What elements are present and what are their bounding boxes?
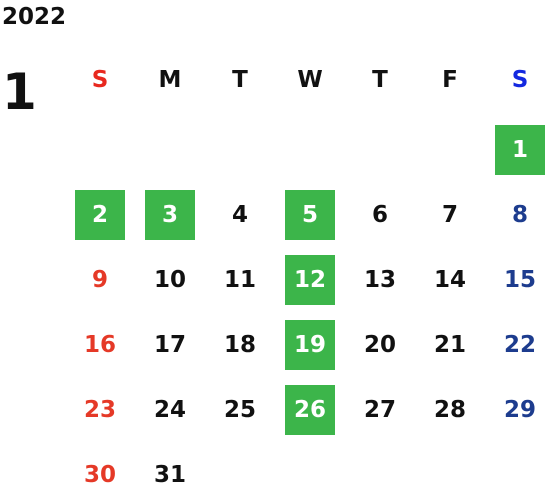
date-number: 6 bbox=[371, 202, 388, 228]
empty-cell bbox=[345, 450, 415, 500]
empty-cell bbox=[65, 125, 135, 175]
weekday-header-friday: F bbox=[442, 67, 458, 93]
date-cell: 22 bbox=[485, 320, 548, 370]
date-cell: 28 bbox=[415, 385, 485, 435]
week-row: 30 31 bbox=[65, 450, 548, 500]
date-cell: 6 bbox=[345, 190, 415, 240]
empty-cell bbox=[275, 125, 345, 175]
date-cell: 4 bbox=[205, 190, 275, 240]
date-number: 16 bbox=[83, 332, 116, 358]
weekday-header-sunday: S bbox=[91, 67, 109, 93]
date-number: 31 bbox=[153, 462, 186, 488]
date-cell: 25 bbox=[205, 385, 275, 435]
week-row: 1 bbox=[65, 125, 548, 175]
date-cell: 8 bbox=[485, 190, 548, 240]
week-row: 16 17 18 19 20 21 22 bbox=[65, 320, 548, 370]
week-row: 9 10 11 12 13 14 15 bbox=[65, 255, 548, 305]
highlighted-date: 3 bbox=[145, 190, 195, 240]
date-cell: 5 bbox=[275, 190, 345, 240]
empty-cell bbox=[415, 450, 485, 500]
date-number: 28 bbox=[433, 397, 466, 423]
year-label: 2022 bbox=[2, 4, 67, 30]
empty-cell bbox=[205, 125, 275, 175]
date-number: 17 bbox=[153, 332, 186, 358]
date-number: 18 bbox=[223, 332, 256, 358]
date-number: 11 bbox=[223, 267, 256, 293]
date-number: 10 bbox=[153, 267, 186, 293]
date-number: 14 bbox=[433, 267, 466, 293]
date-cell: 7 bbox=[415, 190, 485, 240]
date-cell: 19 bbox=[275, 320, 345, 370]
empty-cell bbox=[135, 125, 205, 175]
date-cell: 21 bbox=[415, 320, 485, 370]
date-cell: 24 bbox=[135, 385, 205, 435]
empty-cell bbox=[205, 450, 275, 500]
date-number: 15 bbox=[503, 267, 536, 293]
empty-cell bbox=[485, 450, 548, 500]
empty-cell bbox=[345, 125, 415, 175]
date-cell: 10 bbox=[135, 255, 205, 305]
date-cell: 13 bbox=[345, 255, 415, 305]
date-cell: 23 bbox=[65, 385, 135, 435]
date-number: 7 bbox=[441, 202, 458, 228]
date-cell: 31 bbox=[135, 450, 205, 500]
date-number: 23 bbox=[83, 397, 116, 423]
empty-cell bbox=[275, 450, 345, 500]
highlighted-date: 5 bbox=[285, 190, 335, 240]
date-cell: 11 bbox=[205, 255, 275, 305]
date-number: 13 bbox=[363, 267, 396, 293]
date-cell: 17 bbox=[135, 320, 205, 370]
date-cell: 12 bbox=[275, 255, 345, 305]
weekday-header-saturday: S bbox=[511, 67, 529, 93]
weekday-header-tuesday: T bbox=[232, 67, 248, 93]
date-number: 30 bbox=[83, 462, 116, 488]
date-cell: 15 bbox=[485, 255, 548, 305]
date-cell: 26 bbox=[275, 385, 345, 435]
highlighted-date: 2 bbox=[75, 190, 125, 240]
date-cell: 18 bbox=[205, 320, 275, 370]
date-number: 27 bbox=[363, 397, 396, 423]
date-number: 21 bbox=[433, 332, 466, 358]
date-number: 4 bbox=[231, 202, 248, 228]
highlighted-date: 12 bbox=[285, 255, 335, 305]
empty-cell bbox=[415, 125, 485, 175]
highlighted-date: 1 bbox=[495, 125, 545, 175]
date-number: 22 bbox=[503, 332, 536, 358]
weekday-header-wednesday: W bbox=[297, 67, 323, 93]
date-number: 8 bbox=[511, 202, 528, 228]
date-number: 20 bbox=[363, 332, 396, 358]
weekday-header-row: S M T W T F S bbox=[65, 55, 548, 105]
date-cell: 30 bbox=[65, 450, 135, 500]
date-number: 25 bbox=[223, 397, 256, 423]
date-cell: 16 bbox=[65, 320, 135, 370]
date-cell: 14 bbox=[415, 255, 485, 305]
date-cell: 1 bbox=[485, 125, 548, 175]
date-cell: 3 bbox=[135, 190, 205, 240]
date-cell: 2 bbox=[65, 190, 135, 240]
date-number: 29 bbox=[503, 397, 536, 423]
week-row: 23 24 25 26 27 28 29 bbox=[65, 385, 548, 435]
date-number: 9 bbox=[91, 267, 108, 293]
weekday-header-thursday: T bbox=[372, 67, 388, 93]
highlighted-date: 26 bbox=[285, 385, 335, 435]
date-cell: 29 bbox=[485, 385, 548, 435]
month-number: 1 bbox=[2, 63, 37, 121]
date-cell: 20 bbox=[345, 320, 415, 370]
weekday-header-monday: M bbox=[158, 67, 182, 93]
date-number: 24 bbox=[153, 397, 186, 423]
highlighted-date: 19 bbox=[285, 320, 335, 370]
date-cell: 9 bbox=[65, 255, 135, 305]
date-cell: 27 bbox=[345, 385, 415, 435]
